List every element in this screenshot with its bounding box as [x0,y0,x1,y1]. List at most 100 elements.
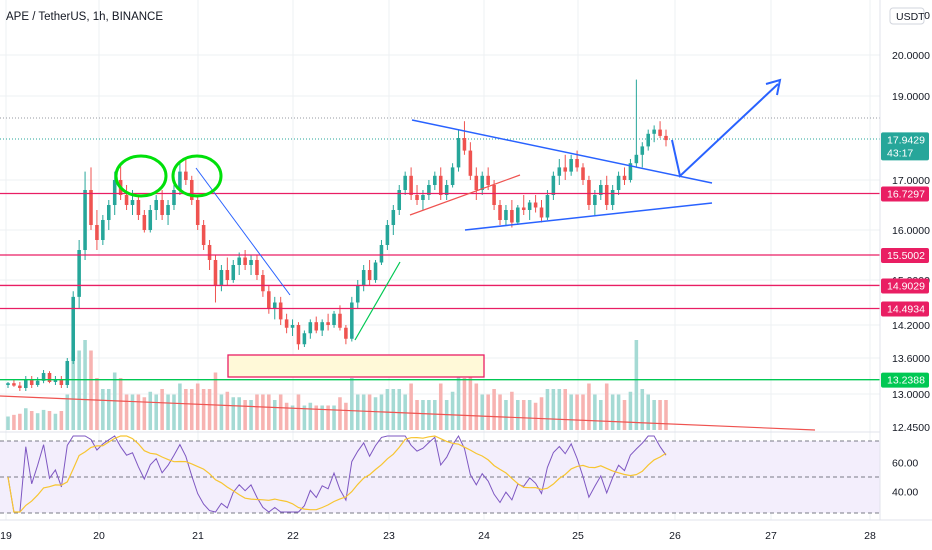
volume-bar [433,400,437,430]
volume-bar [225,391,230,430]
volume-bar [581,394,585,430]
price-tick-label: 13.6000 [892,353,930,365]
candle-body [231,265,236,280]
candle-body [610,190,615,205]
volume-bar [652,400,656,430]
triangle-lower-trendline[interactable] [464,202,713,231]
volume-bar [284,402,289,430]
candle-body [308,322,313,334]
volume-bar [65,394,70,430]
volume-bar [35,413,40,430]
candle-body [480,175,485,190]
volume-bar [403,394,407,430]
candle-body [646,133,650,147]
volume-highlight-box[interactable] [227,354,485,378]
candle-body [367,270,372,280]
candle-body [652,129,656,134]
price-tick-label: 12.4500 [892,422,930,434]
candle-body [101,220,105,240]
volume-bar [148,391,153,430]
volume-bar [71,350,75,430]
projection-arrowhead [765,78,782,96]
volume-bar [474,383,479,430]
volume-bar [136,394,141,430]
candle-body [178,171,182,190]
candle-body [409,175,413,195]
candle-body [456,138,461,168]
candle-body [622,175,627,180]
candle-body [284,319,289,328]
volume-trendline[interactable] [0,395,816,431]
volume-bar [563,389,568,430]
volume-bar [646,394,650,430]
candle-body [130,200,135,205]
candle-body [195,200,200,225]
candle-body [6,383,10,385]
price-tag-value: 13.2388 [887,375,925,387]
currency-badge [889,7,925,25]
volume-bar [409,383,413,430]
volume-bar [290,405,295,430]
candle-body [450,167,455,185]
volume-bar [504,400,508,430]
double-top-circle-1[interactable] [114,154,168,198]
price-tick-label: 19.0000 [892,91,930,103]
time-tick-label: 24 [478,530,490,542]
horizontal-levels[interactable] [0,192,880,381]
candle-body [267,291,271,309]
candle-body [83,190,87,250]
volume-bar [47,411,52,430]
candle-body [468,150,473,176]
candle-body [474,175,479,190]
time-tick-label: 22 [287,530,299,542]
volume-bar [616,394,621,430]
volume-bar [6,416,10,430]
volume-bar [640,389,645,430]
volume-bar [12,414,16,430]
candle-body [41,373,46,381]
volume-bar [521,400,526,430]
candle-body [403,175,407,190]
price-tick-label: 17.0000 [892,175,930,187]
descending-trendline[interactable] [195,167,291,296]
volume-bar [59,411,64,430]
triangle-upper-trendline[interactable] [411,119,713,184]
trend-drawings[interactable] [0,78,816,431]
volume-bar [385,389,390,430]
candle-body [344,327,348,339]
time-tick-label: 26 [669,530,681,542]
volume-bar [302,405,307,430]
candle-body [225,270,230,280]
price-axis[interactable]: 21.000020.000019.000017.000016.000015.00… [879,0,932,550]
projection-arrow[interactable] [671,83,779,178]
double-top-circle-2[interactable] [171,154,223,198]
price-tick-label: 14.2000 [892,320,930,332]
candle-body [290,325,295,328]
chart-title: APE / TetherUS, 1h, BINANCE [6,11,164,23]
candle-body [124,195,129,205]
red-trendline[interactable] [409,174,521,216]
candle-body [136,200,141,215]
volume-bar [24,408,28,430]
time-tick-label: 28 [864,530,876,542]
price-tag-value: 14.4934 [887,303,925,315]
price-tag [881,301,929,317]
candle-body [184,171,188,180]
volume-bar [593,394,597,430]
candle-body [314,322,319,331]
volume-bar [575,394,579,430]
candle-body [658,129,662,136]
volume-bar [634,340,639,430]
candle-body [516,207,520,223]
volume-bar [587,383,591,430]
ascending-support-line[interactable] [354,261,401,341]
candle-body [148,210,153,230]
volume-bar [539,397,544,430]
time-axis[interactable]: 19 20 21 22 23 24 25 26 27 28 [0,519,932,542]
volume-bar [243,400,247,430]
time-tick-label: 25 [572,530,584,542]
candle-body [427,185,431,195]
candle-body [77,250,81,297]
volume-bar [344,402,348,430]
